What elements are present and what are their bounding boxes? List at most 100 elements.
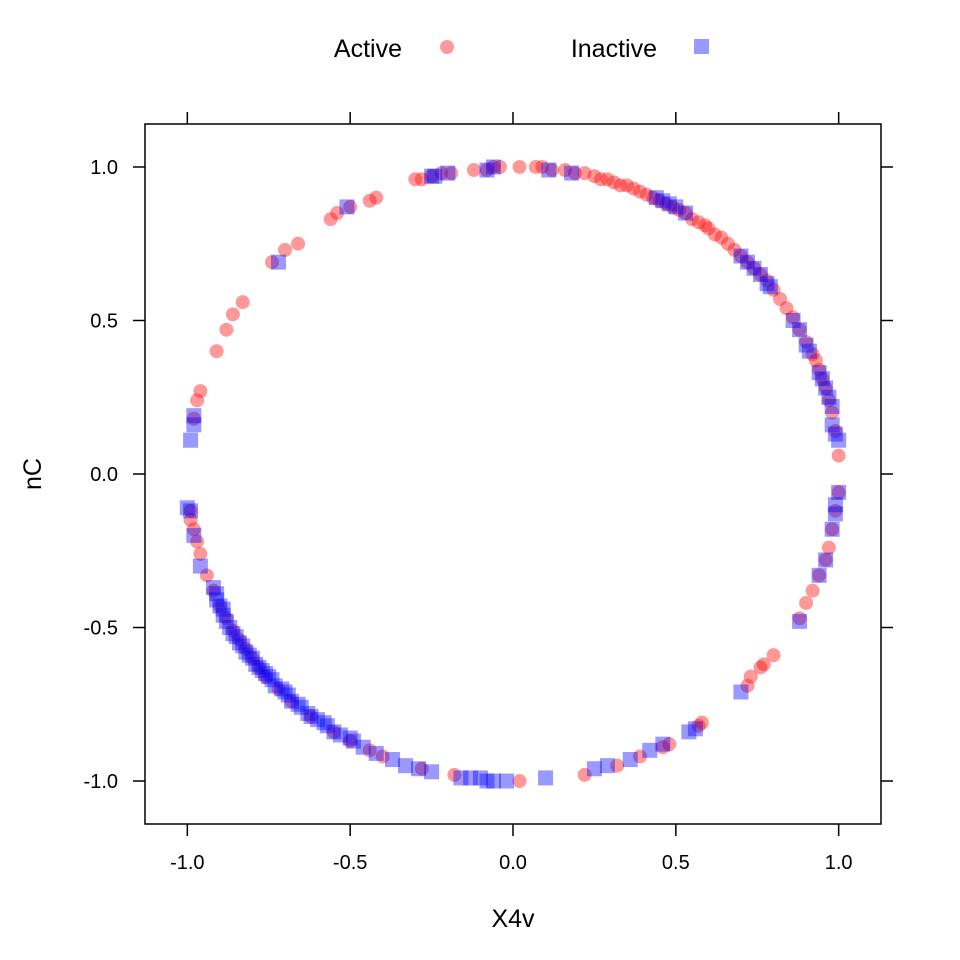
data-point-inactive xyxy=(179,500,195,516)
data-point-inactive xyxy=(814,371,830,387)
data-point-inactive xyxy=(785,312,801,328)
data-point-active xyxy=(225,623,240,638)
data-point-active xyxy=(619,178,634,193)
data-point-inactive xyxy=(798,337,814,353)
data-point-inactive xyxy=(427,168,443,184)
data-point-active xyxy=(593,172,608,187)
data-point-active xyxy=(271,681,286,696)
data-point-active xyxy=(245,651,260,666)
data-point-inactive xyxy=(818,552,834,568)
data-point-active xyxy=(577,767,592,782)
data-point-inactive xyxy=(479,162,495,178)
data-point-active xyxy=(545,163,560,178)
y-tick-label: -0.5 xyxy=(84,618,118,640)
data-point-active xyxy=(486,159,501,174)
data-point-active xyxy=(740,255,755,270)
data-point-active xyxy=(600,172,615,187)
series-inactive xyxy=(179,159,847,789)
series-active xyxy=(183,159,846,789)
data-point-inactive xyxy=(212,598,228,614)
data-point-active xyxy=(330,206,345,221)
data-point-active xyxy=(646,190,661,205)
data-point-inactive xyxy=(824,417,840,433)
data-point-active xyxy=(760,273,775,288)
data-point-active xyxy=(535,159,550,174)
data-point-active xyxy=(691,215,706,230)
data-point-active xyxy=(792,611,807,626)
data-point-inactive xyxy=(463,770,479,786)
data-points xyxy=(179,159,847,789)
data-point-inactive xyxy=(355,739,371,755)
data-point-inactive xyxy=(759,276,775,292)
data-point-inactive xyxy=(792,322,808,338)
data-point-active xyxy=(326,724,341,739)
data-point-active xyxy=(812,568,827,583)
data-point-inactive xyxy=(485,159,501,175)
data-point-active xyxy=(193,384,208,399)
data-point-active xyxy=(685,212,700,227)
data-point-active xyxy=(414,761,429,776)
data-point-active xyxy=(714,230,729,245)
data-point-inactive xyxy=(228,629,244,645)
data-point-active xyxy=(219,611,234,626)
data-point-inactive xyxy=(824,521,840,537)
x-tick-label: 0.0 xyxy=(499,852,527,874)
data-point-active xyxy=(766,648,781,663)
data-point-inactive xyxy=(215,601,231,617)
data-point-inactive xyxy=(271,254,287,270)
data-point-inactive xyxy=(424,764,440,780)
data-point-active xyxy=(743,669,758,684)
data-point-active xyxy=(639,187,654,202)
data-point-active xyxy=(190,534,205,549)
x-axis-title: X4v xyxy=(491,905,535,933)
data-point-active xyxy=(812,362,827,377)
data-point-active xyxy=(209,344,224,359)
data-point-active xyxy=(825,405,840,420)
data-point-inactive xyxy=(831,484,847,500)
y-tick-label: 0.5 xyxy=(90,310,118,332)
data-point-active xyxy=(799,334,814,349)
data-point-inactive xyxy=(655,193,671,209)
data-point-inactive xyxy=(274,681,290,697)
data-point-inactive xyxy=(746,260,762,276)
data-point-active xyxy=(633,184,648,199)
data-point-inactive xyxy=(183,503,199,519)
data-point-inactive xyxy=(622,752,638,768)
data-point-active xyxy=(206,583,221,598)
data-point-active xyxy=(831,448,846,463)
data-point-inactive xyxy=(257,666,273,682)
data-point-active xyxy=(323,212,338,227)
legend-marker-inactive xyxy=(694,39,709,54)
data-point-active xyxy=(662,737,677,752)
data-point-inactive xyxy=(241,647,257,663)
data-point-inactive xyxy=(411,761,427,777)
data-point-inactive xyxy=(368,745,384,761)
data-point-active xyxy=(825,522,840,537)
data-point-inactive xyxy=(753,266,769,282)
data-point-inactive xyxy=(248,656,264,672)
data-point-active xyxy=(193,546,208,561)
data-point-inactive xyxy=(642,742,658,758)
data-point-active xyxy=(375,749,390,764)
data-point-inactive xyxy=(222,620,238,636)
data-point-inactive xyxy=(225,626,241,642)
data-point-active xyxy=(284,694,299,709)
data-point-inactive xyxy=(831,432,847,448)
data-point-inactive xyxy=(284,693,300,709)
data-point-active xyxy=(828,503,843,518)
y-axis-title: nC xyxy=(19,458,47,490)
data-point-inactive xyxy=(326,724,342,740)
data-point-inactive xyxy=(310,712,326,728)
data-point-inactive xyxy=(687,721,703,737)
data-point-active xyxy=(694,715,709,730)
data-point-active xyxy=(766,282,781,297)
data-point-active xyxy=(424,169,439,184)
data-point-inactive xyxy=(215,607,231,623)
data-point-inactive xyxy=(564,165,580,181)
data-point-inactive xyxy=(827,497,843,513)
data-point-active xyxy=(567,166,582,181)
data-point-active xyxy=(528,159,543,174)
plot-frame xyxy=(144,123,882,825)
data-point-active xyxy=(808,353,823,368)
